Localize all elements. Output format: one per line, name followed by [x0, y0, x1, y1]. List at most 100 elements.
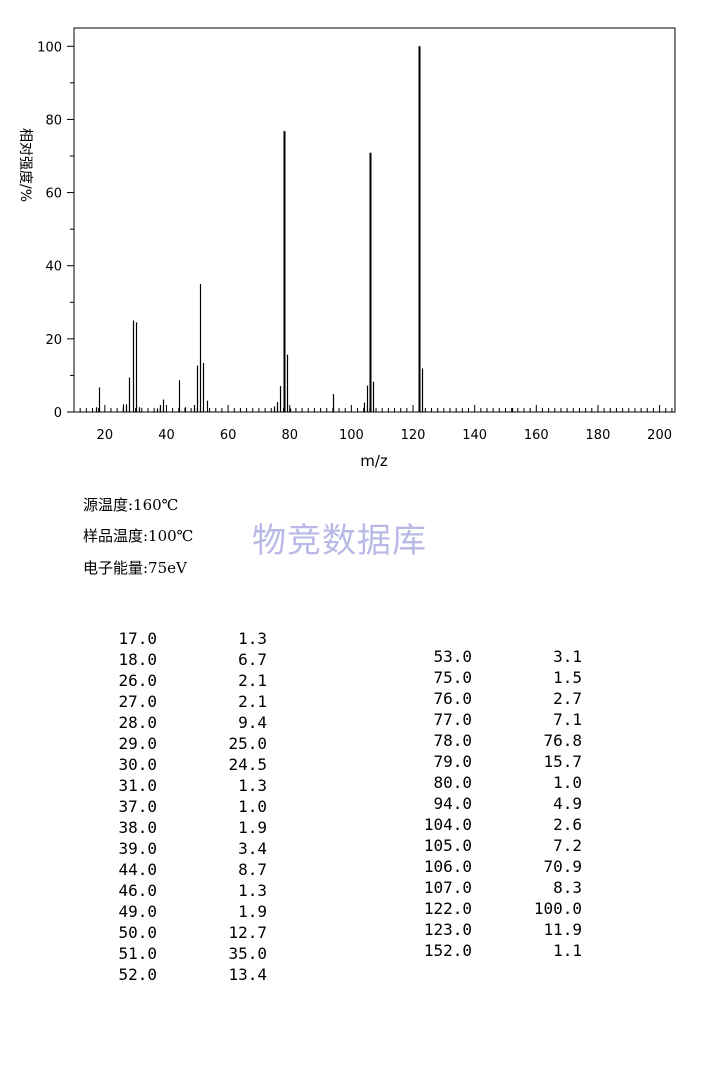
peak-row: 106.0 70.9	[410, 856, 582, 877]
peak-intensity: 13.4	[228, 965, 267, 984]
y-tick-label: 80	[45, 113, 62, 128]
peak-mz: 49.0	[118, 902, 157, 921]
peak-intensity: 8.3	[553, 878, 582, 897]
peak-mz: 37.0	[118, 797, 157, 816]
peak-intensity: 24.5	[228, 755, 267, 774]
peak-mz: 122.0	[423, 899, 472, 918]
peak-mz: 39.0	[118, 839, 157, 858]
x-tick-label: 100	[339, 428, 364, 443]
peak-intensity: 2.1	[238, 692, 267, 711]
y-tick-label: 100	[37, 40, 62, 55]
y-axis-label: 相对强度/%	[17, 128, 33, 202]
sample-temperature: 样品温度:100℃	[83, 527, 194, 545]
peak-intensity: 4.9	[553, 794, 582, 813]
peak-intensity: 1.3	[238, 881, 267, 900]
peak-mz: 152.0	[423, 941, 472, 960]
peak-row: 77.0 7.1	[410, 709, 582, 730]
peak-mz: 75.0	[433, 668, 472, 687]
peak-row: 18.0 6.7	[95, 649, 267, 670]
peak-row: 76.0 2.7	[410, 688, 582, 709]
x-tick-label: 200	[647, 428, 672, 443]
watermark: 物竞数据库	[252, 521, 427, 561]
peak-intensity: 1.3	[238, 629, 267, 648]
peak-mz: 38.0	[118, 818, 157, 837]
x-tick-label: 160	[524, 428, 549, 443]
peak-mz: 17.0	[118, 629, 157, 648]
electron-energy: 电子能量:75eV	[83, 559, 187, 577]
peak-mz: 94.0	[433, 794, 472, 813]
peak-intensity: 2.1	[238, 671, 267, 690]
peak-intensity: 2.7	[553, 689, 582, 708]
peak-row: 152.0 1.1	[410, 940, 582, 961]
peak-mz: 105.0	[423, 836, 472, 855]
peak-mz: 123.0	[423, 920, 472, 939]
spectrum-peaks	[95, 46, 514, 412]
peak-row: 105.0 7.2	[410, 835, 582, 856]
peak-intensity: 3.4	[238, 839, 267, 858]
x-tick-label: 60	[220, 428, 237, 443]
source-temperature: 源温度:160℃	[83, 496, 179, 514]
peak-mz: 77.0	[433, 710, 472, 729]
peak-intensity: 25.0	[228, 734, 267, 753]
peak-intensity: 76.8	[543, 731, 582, 750]
x-tick-label: 180	[586, 428, 611, 443]
peak-mz: 106.0	[423, 857, 472, 876]
x-tick-label: 120	[401, 428, 426, 443]
peak-mz: 51.0	[118, 944, 157, 963]
y-tick-label: 60	[45, 187, 62, 202]
y-tick-label: 40	[45, 260, 62, 275]
peak-mz: 26.0	[118, 671, 157, 690]
peak-row: 17.0 1.3	[95, 628, 267, 649]
peak-mz: 104.0	[423, 815, 472, 834]
peak-row: 39.0 3.4	[95, 838, 267, 859]
peak-row: 79.0 15.7	[410, 751, 582, 772]
peak-mz: 50.0	[118, 923, 157, 942]
y-tick-label: 0	[54, 406, 62, 421]
axis-tick-labels: 20 40 60 80 100 120 140 160 180 200 0 20 40 60 80 100	[37, 40, 672, 443]
y-tick-label: 20	[45, 333, 62, 348]
peak-row: 28.0 9.4	[95, 712, 267, 733]
peak-mz: 30.0	[118, 755, 157, 774]
peak-row: 123.0 11.9	[410, 919, 582, 940]
peak-intensity: 1.3	[238, 776, 267, 795]
peak-intensity: 1.9	[238, 902, 267, 921]
peak-row: 27.0 2.1	[95, 691, 267, 712]
peak-row: 46.0 1.3	[95, 880, 267, 901]
peak-row: 29.0 25.0	[95, 733, 267, 754]
peak-intensity: 3.1	[553, 647, 582, 666]
peak-row: 44.0 8.7	[95, 859, 267, 880]
peak-table-right: 53.0 3.1 75.0 1.5 76.0 2.7 77.0 7.1 78.0 76.8 79.0…	[410, 646, 582, 961]
peak-row: 104.0 2.6	[410, 814, 582, 835]
peak-row: 30.0 24.5	[95, 754, 267, 775]
x-tick-label: 40	[158, 428, 175, 443]
peak-intensity: 7.1	[553, 710, 582, 729]
peak-intensity: 100.0	[533, 899, 582, 918]
peak-row: 78.0 76.8	[410, 730, 582, 751]
x-tick-label: 20	[97, 428, 114, 443]
peak-intensity: 1.0	[553, 773, 582, 792]
peak-row: 51.0 35.0	[95, 943, 267, 964]
peak-row: 53.0 3.1	[410, 646, 582, 667]
peak-mz: 80.0	[433, 773, 472, 792]
peak-mz: 18.0	[118, 650, 157, 669]
peak-intensity: 2.6	[553, 815, 582, 834]
peak-mz: 76.0	[433, 689, 472, 708]
peak-row: 52.0 13.4	[95, 964, 267, 985]
peak-row: 122.0 100.0	[410, 898, 582, 919]
peak-row: 94.0 4.9	[410, 793, 582, 814]
peak-row: 49.0 1.9	[95, 901, 267, 922]
peak-intensity: 7.2	[553, 836, 582, 855]
peak-mz: 107.0	[423, 878, 472, 897]
peak-intensity: 6.7	[238, 650, 267, 669]
plot-frame	[73, 27, 676, 413]
peak-intensity: 1.9	[238, 818, 267, 837]
peak-intensity: 1.0	[238, 797, 267, 816]
peak-intensity: 12.7	[228, 923, 267, 942]
peak-mz: 52.0	[118, 965, 157, 984]
peak-intensity: 1.5	[553, 668, 582, 687]
peak-row: 31.0 1.3	[95, 775, 267, 796]
peak-row: 107.0 8.3	[410, 877, 582, 898]
peak-row: 50.0 12.7	[95, 922, 267, 943]
peak-intensity: 1.1	[553, 941, 582, 960]
peak-table-left: 17.0 1.3 18.0 6.7 26.0 2.1 27.0 2.1 28.0 9.4 29.0 2…	[95, 628, 267, 985]
